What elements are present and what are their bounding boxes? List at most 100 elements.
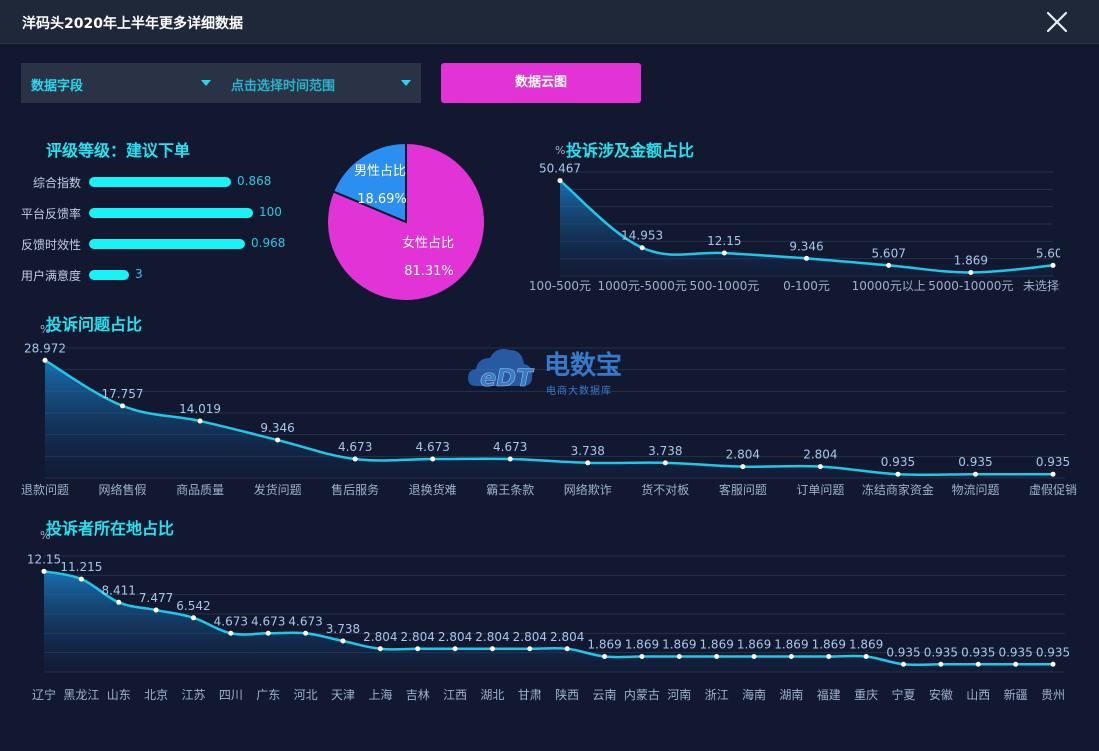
- data-point: [721, 250, 727, 256]
- x-tick-label: 未选择金额: [1023, 278, 1060, 293]
- close-icon[interactable]: [1043, 8, 1071, 36]
- x-tick-label: 辽宁: [32, 687, 56, 702]
- chevron-down-icon[interactable]: [401, 80, 411, 86]
- x-tick-label: 霸王条款: [486, 483, 534, 497]
- data-label: 14.953: [621, 229, 663, 243]
- x-tick-label: 重庆: [854, 688, 878, 702]
- data-field-select[interactable]: 数据字段: [31, 79, 84, 94]
- data-label: 0.935: [961, 645, 995, 659]
- data-point: [602, 654, 608, 660]
- x-tick-label: 虚假促销: [1029, 483, 1077, 497]
- data-point: [153, 607, 159, 613]
- data-label: 8.411: [102, 583, 136, 597]
- data-point: [714, 654, 720, 660]
- data-point: [377, 646, 383, 652]
- data-point: [968, 269, 974, 275]
- data-point: [42, 357, 48, 363]
- data-label: 2.804: [803, 448, 837, 462]
- data-point: [639, 654, 645, 660]
- data-label: 5.607: [1036, 246, 1060, 260]
- x-tick-label: 山东: [107, 688, 131, 702]
- data-cloud-button[interactable]: 数据云图: [441, 63, 641, 103]
- data-label: 0.935: [881, 455, 915, 469]
- data-point: [190, 615, 196, 621]
- data-point: [527, 646, 533, 652]
- x-tick-label: 山西: [966, 688, 990, 702]
- logo-text: eDT: [480, 364, 534, 392]
- location-chart-unit: %: [40, 529, 51, 542]
- series-line: [43, 570, 1053, 667]
- data-label: 11.215: [60, 560, 102, 574]
- x-tick-label: 四川: [219, 688, 243, 702]
- title-bar: 洋码头2020年上半年更多详细数据: [0, 0, 1099, 44]
- rating-bar: [89, 270, 129, 280]
- x-tick-label: 5000-10000元: [928, 279, 1013, 293]
- x-tick-label: 1000元-5000元: [597, 279, 686, 293]
- data-point: [895, 471, 901, 477]
- x-tick-label: 湖南: [779, 687, 803, 702]
- data-point: [804, 255, 809, 261]
- data-label: 1.869: [812, 638, 846, 652]
- pie-slice-male: [331, 141, 407, 224]
- data-label: 3.738: [326, 622, 360, 636]
- data-point: [489, 646, 495, 652]
- data-label: 6.542: [176, 599, 210, 613]
- window-title: 洋码头2020年上半年更多详细数据: [22, 16, 243, 32]
- data-label: 0.935: [958, 455, 992, 469]
- data-label: 0.935: [1036, 645, 1070, 659]
- x-tick-label: 订单问题: [796, 483, 844, 497]
- x-tick-label: 天津: [331, 688, 355, 702]
- data-point: [340, 638, 346, 644]
- x-tick-label: 发货问题: [254, 482, 302, 497]
- data-point: [78, 576, 84, 582]
- x-tick-label: 冻结商家资金: [862, 482, 934, 497]
- x-tick-label: 云南: [593, 687, 617, 702]
- x-tick-label: 贵州: [1041, 688, 1065, 702]
- data-label: 2.804: [550, 630, 584, 644]
- rating-title: 评级等级：建议下单: [46, 141, 191, 160]
- x-tick-label: 甘肃: [518, 688, 542, 702]
- rating-label: 平台反馈率: [21, 207, 82, 221]
- data-label: 1.869: [587, 638, 621, 652]
- x-tick-label: 吉林: [406, 688, 430, 702]
- data-point: [639, 245, 645, 251]
- data-label: 1.869: [699, 638, 733, 652]
- rating-bar: [89, 177, 231, 187]
- amount-chart-unit: %: [555, 144, 566, 157]
- x-tick-label: 新疆: [1004, 687, 1028, 702]
- data-label: 0.935: [1036, 455, 1070, 469]
- rating-label: 反馈时效性: [21, 238, 82, 252]
- area-fill: [44, 571, 1053, 672]
- pie-slice-percent: 18.69%: [357, 192, 407, 207]
- x-tick-label: 上海: [368, 687, 392, 702]
- data-label: 0.935: [924, 645, 958, 659]
- data-point: [1050, 661, 1056, 667]
- x-tick-label: 湖北: [480, 687, 504, 702]
- data-label: 4.673: [214, 614, 248, 628]
- x-tick-label: 广东: [256, 688, 280, 702]
- area-fill: [560, 180, 1053, 276]
- chevron-down-icon[interactable]: [201, 80, 211, 86]
- data-point: [116, 599, 122, 605]
- x-tick-label: 江苏: [181, 688, 205, 702]
- time-range-select[interactable]: 点击选择时间范围: [231, 79, 336, 94]
- data-point: [557, 178, 563, 184]
- data-point: [662, 460, 668, 466]
- data-label: 1.869: [954, 253, 988, 267]
- rating-label: 综合指数: [33, 176, 82, 190]
- data-label: 28.972: [24, 341, 66, 355]
- rating-label: 用户满意度: [21, 269, 82, 283]
- logo-cn-name: 电数宝: [544, 350, 622, 381]
- data-label: 12.15: [707, 234, 741, 248]
- x-tick-label: 物流问题: [951, 483, 999, 497]
- data-point: [901, 661, 907, 667]
- x-tick-label: 福建: [817, 687, 841, 702]
- data-point: [265, 630, 271, 636]
- pie-slice-female: [326, 141, 486, 302]
- x-tick-label: 浙江: [705, 688, 729, 702]
- data-label: 1.869: [625, 638, 659, 652]
- filter-bar: 数据字段 点击选择时间范围: [21, 63, 421, 103]
- data-point: [886, 262, 892, 268]
- x-tick-label: 海南: [742, 687, 766, 702]
- x-tick-label: 退款问题: [21, 483, 69, 497]
